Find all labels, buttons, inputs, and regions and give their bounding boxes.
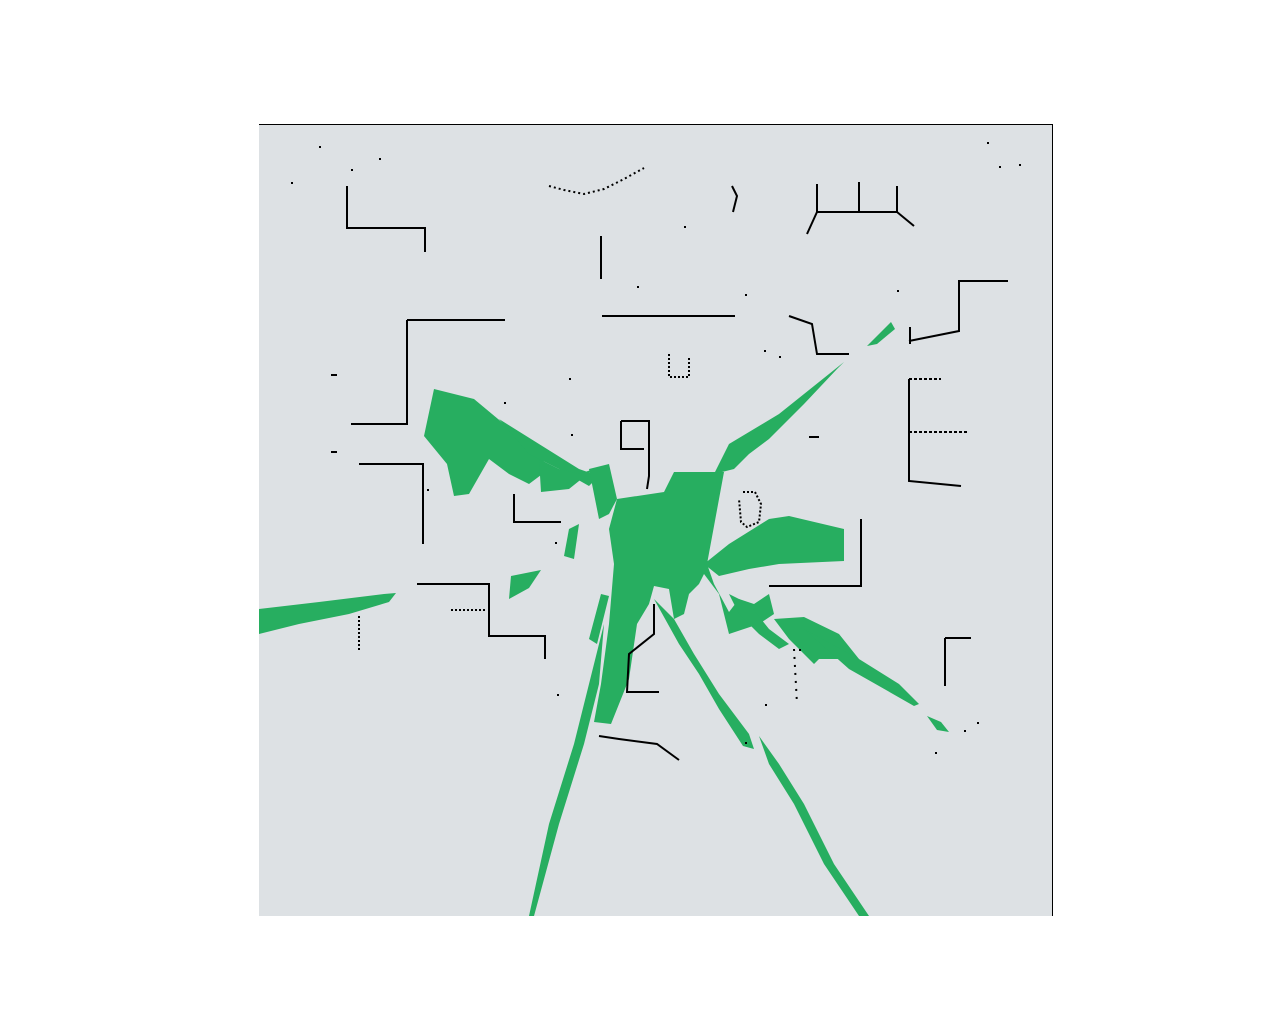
wall-upper-left-room bbox=[351, 320, 408, 425]
wall-center-rect bbox=[738, 491, 763, 529]
wall-southwest bbox=[417, 583, 546, 659]
wall-north-right bbox=[816, 184, 898, 213]
free-region-south-ray bbox=[654, 599, 754, 749]
wall-north-diag-left bbox=[806, 211, 818, 235]
wall-left-mid bbox=[359, 463, 424, 544]
map-canvas bbox=[259, 124, 1053, 916]
wall-upper-right-step bbox=[788, 315, 849, 355]
free-region-northwest bbox=[424, 389, 549, 496]
free-region-left-notch bbox=[564, 524, 579, 559]
free-region-southeast-ray-b bbox=[804, 629, 919, 706]
wall-left-bottom bbox=[513, 494, 561, 523]
free-region-northeast-arm bbox=[714, 362, 844, 474]
wall-southeast-dots bbox=[793, 648, 798, 705]
free-region-west-beam bbox=[259, 593, 396, 634]
free-region-center bbox=[594, 472, 774, 724]
wall-north-diag-right bbox=[896, 211, 915, 227]
free-region-east-lobe bbox=[704, 516, 844, 576]
wall-small-box bbox=[668, 354, 690, 378]
free-region-southeast-tail bbox=[927, 716, 949, 732]
traversable-area bbox=[259, 322, 949, 916]
wall-center-box bbox=[621, 420, 650, 490]
free-region-southeast-ray-a bbox=[729, 594, 789, 649]
sensor-noise bbox=[291, 142, 1021, 754]
free-region-west-patch bbox=[539, 459, 594, 492]
wall-north-hook bbox=[731, 185, 739, 213]
free-region-center-left bbox=[589, 464, 617, 519]
free-region-northwest-fan bbox=[499, 419, 599, 486]
wall-north-curve bbox=[548, 167, 645, 196]
wall-east-corner bbox=[769, 519, 862, 587]
free-region-long-south-ray bbox=[529, 624, 604, 916]
wall-east-room bbox=[908, 379, 962, 487]
wall-northeast-step bbox=[908, 280, 1008, 342]
wall-south-center bbox=[625, 604, 659, 693]
free-region-northeast-tip bbox=[867, 322, 895, 346]
occupancy-walls bbox=[346, 167, 1008, 761]
wall-center-box-left bbox=[620, 421, 644, 450]
wall-south-angled bbox=[598, 735, 680, 761]
occupancy-map bbox=[259, 124, 1053, 916]
free-region-west-small bbox=[509, 570, 541, 599]
wall-northwest bbox=[346, 186, 426, 252]
free-region-long-southeast-ray bbox=[759, 736, 869, 916]
free-region-south-left bbox=[589, 594, 609, 644]
